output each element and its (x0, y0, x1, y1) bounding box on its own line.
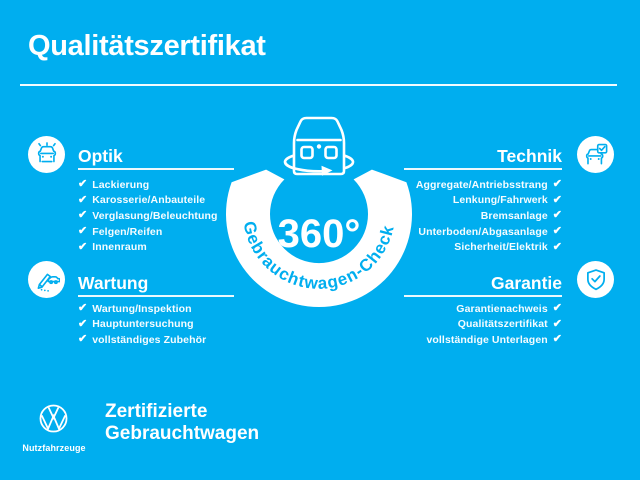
check-icon: ✔ (78, 240, 88, 253)
check-icon: ✔ (552, 178, 562, 191)
optik-underline (78, 168, 234, 170)
checklist-item-label: vollständige Unterlagen (426, 333, 548, 346)
garantie-section-icon (577, 261, 614, 298)
checklist-item: ✔ Verglasung/Beleuchtung (78, 208, 218, 224)
brand-name: Nutzfahrzeuge (22, 443, 86, 453)
section-title-optik: Optik (78, 146, 123, 166)
footer-label-line1: Zertifizierte (105, 401, 208, 422)
check-icon: ✔ (78, 317, 88, 330)
checklist-item: vollständige Unterlagen ✔ (426, 332, 562, 348)
shield-check-icon (586, 268, 605, 290)
checklist-item: Sicherheit/Elektrik ✔ (416, 239, 562, 255)
checklist-item: ✔ Felgen/Reifen (78, 224, 218, 240)
checklist-item: Lenkung/Fahrwerk ✔ (416, 193, 562, 209)
checklist-item-label: Felgen/Reifen (92, 225, 163, 238)
checklist-item-label: Hauptuntersuchung (92, 318, 194, 331)
section-title-technik: Technik (497, 146, 562, 166)
checklist-item-label: Verglasung/Beleuchtung (92, 209, 218, 222)
checklist-item: Garantienachweis ✔ (426, 301, 562, 317)
technik-checklist: Aggregate/Antriebsstrang ✔ Lenkung/Fahrwer… (416, 177, 562, 255)
wartung-section-icon (28, 261, 65, 298)
check-icon: ✔ (78, 225, 88, 238)
checklist-item-label: Qualitätszertifikat (457, 318, 548, 331)
checklist-item-label: Garantienachweis (456, 302, 548, 315)
checklist-item: Bremsanlage ✔ (416, 208, 562, 224)
garantie-checklist: Garantienachweis ✔ Qualitätszertifikat ✔ vol… (426, 301, 562, 348)
technik-section-icon (577, 136, 614, 173)
checklist-item-label: Innenraum (92, 241, 147, 254)
degree-value: 360° (278, 212, 361, 256)
checklist-item-label: Lenkung/Fahrwerk (452, 194, 548, 207)
checklist-item-label: Unterboden/Abgasanlage (418, 225, 548, 238)
check-icon: ✔ (552, 225, 562, 238)
vw-logo (39, 404, 68, 433)
checklist-item: ✔ Hauptuntersuchung (78, 317, 206, 333)
checklist-item: ✔ Karosserie/Anbauteile (78, 193, 218, 209)
checklist-item-label: vollständiges Zubehör (92, 333, 207, 346)
check-icon: ✔ (552, 333, 562, 346)
garantie-underline (404, 295, 562, 297)
footer-label-line2: Gebrauchtwagen (105, 423, 260, 444)
ring-label: Gebrauchtwagen-Check (239, 219, 397, 293)
check-icon: ✔ (78, 333, 88, 346)
check-icon: ✔ (552, 302, 562, 315)
section-title-garantie: Garantie (491, 273, 562, 293)
optik-checklist: ✔ Lackierung ✔ Karosserie/Anbauteile ✔ Vergla… (78, 177, 218, 255)
checklist-item-label: Bremsanlage (480, 209, 548, 222)
check-icon: ✔ (552, 317, 562, 330)
rotating-car-icon (283, 116, 355, 176)
checklist-item-label: Wartung/Inspektion (92, 302, 192, 315)
checklist-item-label: Karosserie/Anbauteile (92, 194, 206, 207)
checklist-item: Qualitätszertifikat ✔ (426, 317, 562, 333)
checklist-item-label: Lackierung (92, 178, 150, 191)
check-icon: ✔ (552, 209, 562, 222)
page-title: Qualitätszertifikat (28, 30, 266, 62)
service-pen-car-icon (37, 273, 60, 292)
check-icon: ✔ (78, 178, 88, 191)
check-icon: ✔ (78, 193, 88, 206)
check-icon: ✔ (552, 193, 562, 206)
title-divider (20, 84, 617, 86)
checklist-item: ✔ Innenraum (78, 239, 218, 255)
checklist-item: ✔ Lackierung (78, 177, 218, 193)
footer-label: Zertifizierte Gebrauchtwagen (105, 401, 259, 445)
checklist-item: ✔ Wartung/Inspektion (78, 301, 206, 317)
ring-label-text: Gebrauchtwagen-Check (239, 219, 396, 293)
wartung-checklist: ✔ Wartung/Inspektion ✔ Hauptuntersuchung ✔ vo… (78, 301, 206, 348)
checklist-item-label: Aggregate/Antriebsstrang (415, 178, 548, 191)
checklist-item-label: Sicherheit/Elektrik (454, 241, 548, 254)
optik-section-icon (28, 136, 65, 173)
check-icon: ✔ (552, 240, 562, 253)
checklist-item: Unterboden/Abgasanlage ✔ (416, 224, 562, 240)
section-title-wartung: Wartung (78, 273, 149, 293)
check-icon: ✔ (78, 302, 88, 315)
check-icon: ✔ (78, 209, 88, 222)
checklist-item: ✔ vollständiges Zubehör (78, 332, 206, 348)
checklist-item: Aggregate/Antriebsstrang ✔ (416, 177, 562, 193)
wartung-underline (78, 295, 234, 297)
car-checklist-icon (585, 143, 607, 164)
technik-underline (404, 168, 562, 170)
car-shine-icon (37, 141, 56, 162)
ring-shape (226, 169, 412, 307)
